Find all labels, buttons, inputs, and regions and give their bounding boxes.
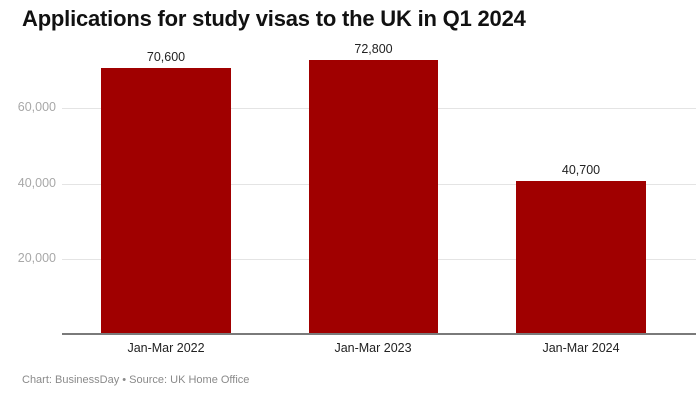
x-tick-label: Jan-Mar 2023 (334, 341, 412, 355)
value-label: 70,600 (146, 50, 186, 64)
bar-jan-mar-2022[interactable] (101, 68, 231, 334)
bar-jan-mar-2023[interactable] (309, 60, 438, 334)
y-tick-label: 40,000 (17, 176, 56, 190)
bar-jan-mar-2024[interactable] (516, 181, 646, 334)
y-tick-label: 20,000 (17, 251, 56, 265)
chart-title: Applications for study visas to the UK i… (22, 6, 526, 31)
value-label: 72,800 (354, 42, 393, 56)
y-tick-label: 60,000 (17, 100, 56, 114)
x-tick-label: Jan-Mar 2022 (127, 341, 205, 355)
x-axis-line (62, 333, 696, 335)
value-label: 40,700 (561, 163, 601, 177)
x-tick-label: Jan-Mar 2024 (542, 341, 620, 355)
source-credit: Chart: BusinessDay • Source: UK Home Off… (22, 374, 250, 386)
